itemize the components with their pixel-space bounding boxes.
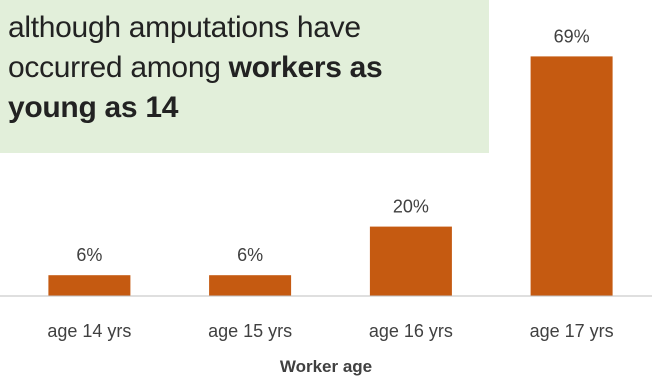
- x-tick-label-1: age 14 yrs: [47, 321, 131, 341]
- x-axis-title: Worker age: [280, 357, 372, 376]
- data-label-4: 69%: [554, 26, 590, 46]
- x-tick-label-3: age 16 yrs: [369, 321, 453, 341]
- callout-line-2-text: occurred among: [8, 51, 229, 84]
- bars: [48, 56, 613, 297]
- callout-line-2-emphasis: workers as: [228, 51, 383, 84]
- bar-4: [530, 56, 613, 297]
- x-tick-labels: age 14 yrs age 15 yrs age 16 yrs age 17 yrs: [47, 321, 613, 341]
- annotation-callout: although amputations have occurred among…: [0, 0, 489, 153]
- data-label-1: 6%: [76, 245, 102, 265]
- data-label-2: 6%: [237, 245, 263, 265]
- callout-line-1: although amputations have: [8, 11, 361, 44]
- callout-line-3: young as 14: [8, 91, 179, 124]
- data-label-3: 20%: [393, 197, 429, 217]
- bar-1: [48, 275, 131, 296]
- bar-3: [369, 226, 452, 296]
- x-tick-label-4: age 17 yrs: [530, 321, 614, 341]
- data-labels: 6% 6% 20% 69%: [76, 26, 589, 265]
- callout-line-2: occurred among workers as: [8, 48, 479, 88]
- x-tick-label-2: age 15 yrs: [208, 321, 292, 341]
- bar-2: [209, 275, 292, 296]
